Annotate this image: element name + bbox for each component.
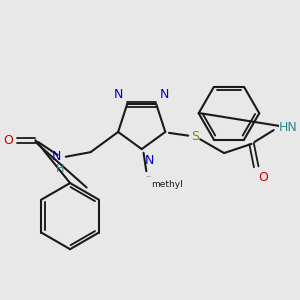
Text: S: S [191,130,199,143]
Text: O: O [258,170,268,184]
Text: H: H [56,164,64,174]
Text: N: N [52,150,61,163]
Text: N: N [145,154,154,167]
Text: methyl: methyl [151,180,183,189]
Text: HN: HN [279,121,298,134]
Text: O: O [4,134,14,147]
Text: N: N [114,88,124,100]
Text: methyl: methyl [147,176,152,177]
Text: N: N [160,88,169,100]
